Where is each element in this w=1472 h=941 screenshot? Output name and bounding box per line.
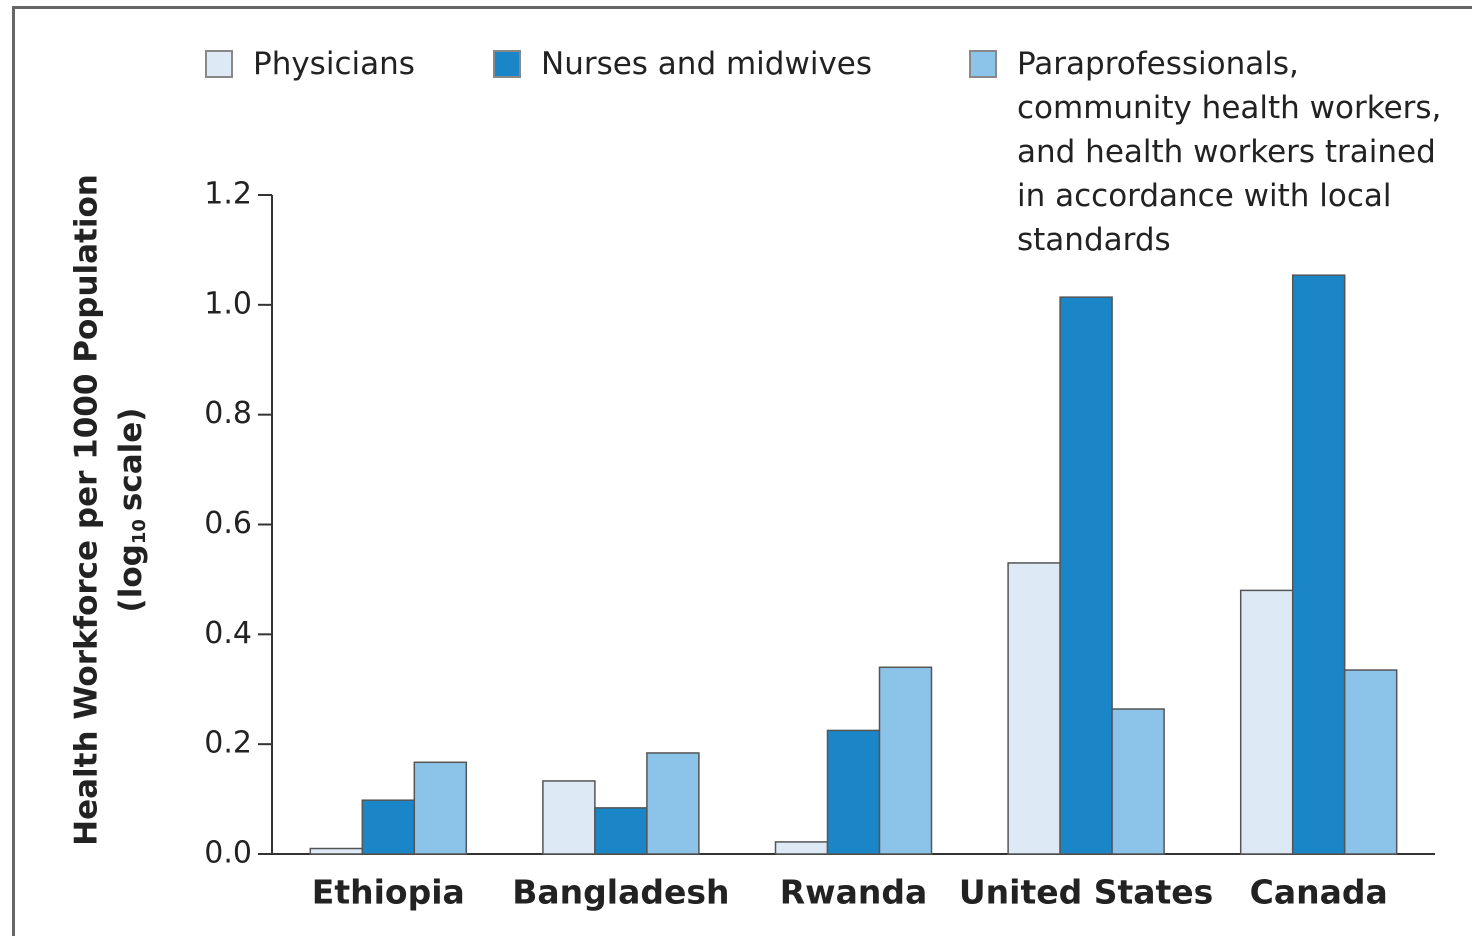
legend-label: Physicians <box>253 46 415 82</box>
bar <box>878 666 933 855</box>
y-axis-label: (log10 scale) <box>113 408 151 613</box>
y-tick-label: 0.0 <box>204 836 252 871</box>
x-tick-label: United States <box>959 873 1213 912</box>
bar <box>1291 274 1346 855</box>
bar <box>1343 669 1398 855</box>
y-axis-label: Health Workforce per 1000 Population <box>69 174 105 846</box>
bar <box>1059 296 1113 855</box>
bar <box>594 807 648 855</box>
bar <box>413 761 468 855</box>
bar <box>361 799 416 855</box>
legend-label: Paraprofessionals, community health work… <box>1017 46 1442 258</box>
bar <box>542 780 596 855</box>
legend-swatch <box>205 50 233 78</box>
y-label-part: scale) <box>113 408 149 512</box>
legend-item: Nurses and midwives <box>493 42 943 86</box>
y-tick-label: 1.2 <box>204 177 252 212</box>
y-label-part: (log <box>113 544 149 612</box>
y-label-sub: 10 <box>129 519 150 544</box>
y-tick-label: 0.6 <box>204 506 252 541</box>
bar <box>1239 589 1294 855</box>
frame <box>12 6 1472 936</box>
bar <box>646 752 700 855</box>
bar <box>774 841 829 855</box>
legend-label: Nurses and midwives <box>541 46 873 82</box>
bar <box>1007 562 1061 855</box>
bar <box>826 729 881 855</box>
x-tick-label: Bangladesh <box>512 873 729 912</box>
y-tick-label: 0.4 <box>204 616 252 651</box>
y-tick-label: 0.8 <box>204 396 252 431</box>
y-tick-label: 1.0 <box>204 286 252 321</box>
legend-swatch <box>969 50 997 78</box>
legend-swatch <box>493 50 521 78</box>
bar <box>1111 708 1165 855</box>
y-tick-label: 0.2 <box>204 726 252 761</box>
bar <box>309 847 364 855</box>
x-tick-label: Canada <box>1250 873 1388 912</box>
legend-item: Paraprofessionals, community health work… <box>969 42 1459 262</box>
x-tick-label: Rwanda <box>780 873 928 912</box>
x-tick-label: Ethiopia <box>312 873 465 912</box>
legend-item: Physicians <box>205 42 605 86</box>
